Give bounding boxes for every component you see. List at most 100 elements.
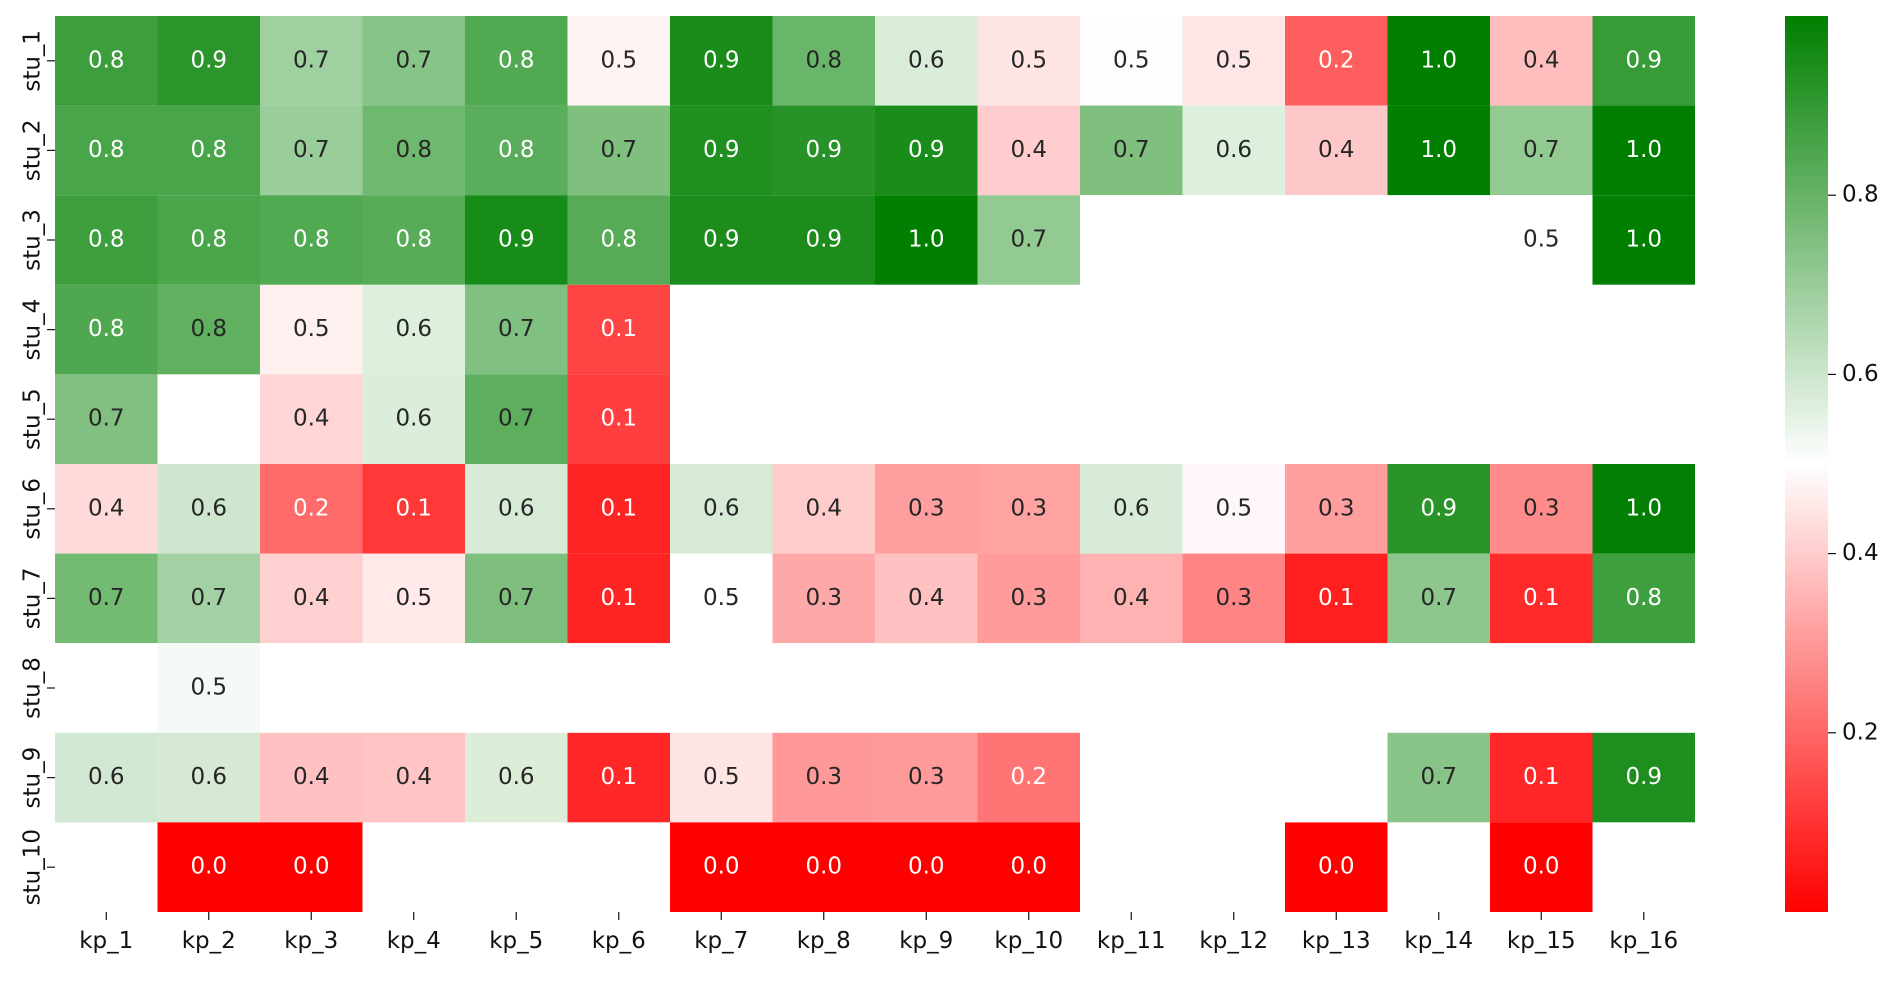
cell-value-label: 0.5 [1215,47,1252,73]
heatmap-cell [465,195,568,285]
heatmap-cell [875,284,978,375]
heatmap-cell [157,105,260,196]
heatmap-cell [260,643,363,733]
heatmap-cell [1182,105,1285,196]
heatmap-cell [1592,374,1695,464]
cell-value-label: 0.5 [600,47,637,73]
cell-value-label: 0.3 [805,585,842,611]
cell-value-label: 0.7 [1420,764,1457,790]
heatmap-cell [55,553,158,644]
heatmap-cell [670,374,773,464]
heatmap-cell [875,16,978,106]
heatmap-cell [157,195,260,285]
heatmap-cell [465,16,568,106]
cell-value-label: 0.0 [190,854,227,880]
heatmap-cell [1387,822,1490,912]
heatmap-cell [362,822,465,912]
cell-value-label: 0.3 [805,764,842,790]
cell-value-label: 0.7 [600,137,637,163]
heatmap-cell [1592,464,1695,554]
heatmap-cell [567,464,670,554]
cell-value-label: 0.9 [1625,47,1662,73]
cell-value-label: 0.9 [805,227,842,253]
heatmap-cell [875,195,978,285]
heatmap-cell [362,464,465,554]
heatmap-cell [772,732,875,823]
cell-value-label: 0.5 [1215,495,1252,521]
heatmap-cell [465,105,568,196]
heatmap-cell [670,284,773,375]
cell-value-label: 0.9 [805,137,842,163]
cell-value-label: 0.9 [703,227,740,253]
heatmap-cell [1490,553,1593,644]
cell-value-label: 0.0 [1318,854,1355,880]
heatmap-cell [157,643,260,733]
heatmap-cell [157,374,260,464]
heatmap-cell [875,374,978,464]
heatmap-cell [55,732,158,823]
cell-value-label: 0.5 [703,585,740,611]
heatmap-cell [1387,284,1490,375]
heatmap-cell [1490,822,1593,912]
heatmap-cell [1387,553,1490,644]
y-axis: stu_1 stu_2 stu_3 stu_4 stu_5 stu_6 stu_7 stu_8… [20,30,55,905]
cell-value-label: 0.8 [395,137,432,163]
cell-value-label: 0.6 [1215,137,1252,163]
cell-value-label: 0.1 [600,585,637,611]
heatmap-cell [670,732,773,823]
heatmap-cell [567,822,670,912]
heatmap-cell [1285,195,1388,285]
heatmap-cell [670,105,773,196]
cell-value-label: 0.8 [190,137,227,163]
heatmap-cell [55,464,158,554]
heatmap-cell [55,822,158,912]
heatmap-cell [1285,105,1388,196]
cell-value-label: 0.9 [703,47,740,73]
x-tick-label: kp_4 [387,928,441,954]
heatmap-cell [260,105,363,196]
heatmap-cell [1490,464,1593,554]
cell-value-label: 1.0 [1625,495,1662,521]
heatmap-cell [670,822,773,912]
heatmap-cell [260,732,363,823]
heatmap-cell [567,284,670,375]
heatmap-cell [1182,195,1285,285]
heatmap-cell [1592,732,1695,823]
cell-value-label: 0.4 [1010,137,1047,163]
cell-value-label: 0.8 [190,316,227,342]
x-tick-label: kp_10 [994,928,1063,954]
cell-value-label: 0.9 [703,137,740,163]
x-tick-label: kp_15 [1507,928,1576,954]
cell-value-label: 0.2 [293,495,330,521]
heatmap-cell [465,464,568,554]
cell-value-label: 0.9 [498,227,535,253]
cell-value-label: 0.4 [1113,585,1150,611]
cell-value-label: 0.4 [88,495,125,521]
heatmap-cell [1490,105,1593,196]
heatmap-cell [670,195,773,285]
heatmap-cell [772,105,875,196]
cell-value-label: 0.6 [498,764,535,790]
heatmap-cell [1080,374,1183,464]
cell-value-label: 0.8 [498,47,535,73]
heatmap-cell [1490,732,1593,823]
cell-value-label: 0.1 [600,316,637,342]
heatmap-cell [1182,732,1285,823]
cell-value-label: 0.7 [1113,137,1150,163]
cell-value-label: 0.7 [190,585,227,611]
heatmap-cell [362,374,465,464]
cell-value-label: 0.9 [1625,764,1662,790]
heatmap-cells: 0.8 0.9 0.7 0.7 0.8 0.5 0.9 0.8 0.6 0.5 0.5 0.5 0.2 1… [55,16,1695,912]
cell-value-label: 0.0 [703,854,740,880]
heatmap-cell [875,464,978,554]
heatmap-cell [465,284,568,375]
heatmap-cell [260,284,363,375]
cell-value-label: 0.3 [1215,585,1252,611]
heatmap-cell [977,732,1080,823]
cell-value-label: 0.6 [190,495,227,521]
heatmap-cell [670,464,773,554]
cell-value-label: 0.1 [600,495,637,521]
cell-value-label: 0.1 [600,406,637,432]
cell-value-label: 0.2 [1318,47,1355,73]
cell-value-label: 0.4 [1523,47,1560,73]
